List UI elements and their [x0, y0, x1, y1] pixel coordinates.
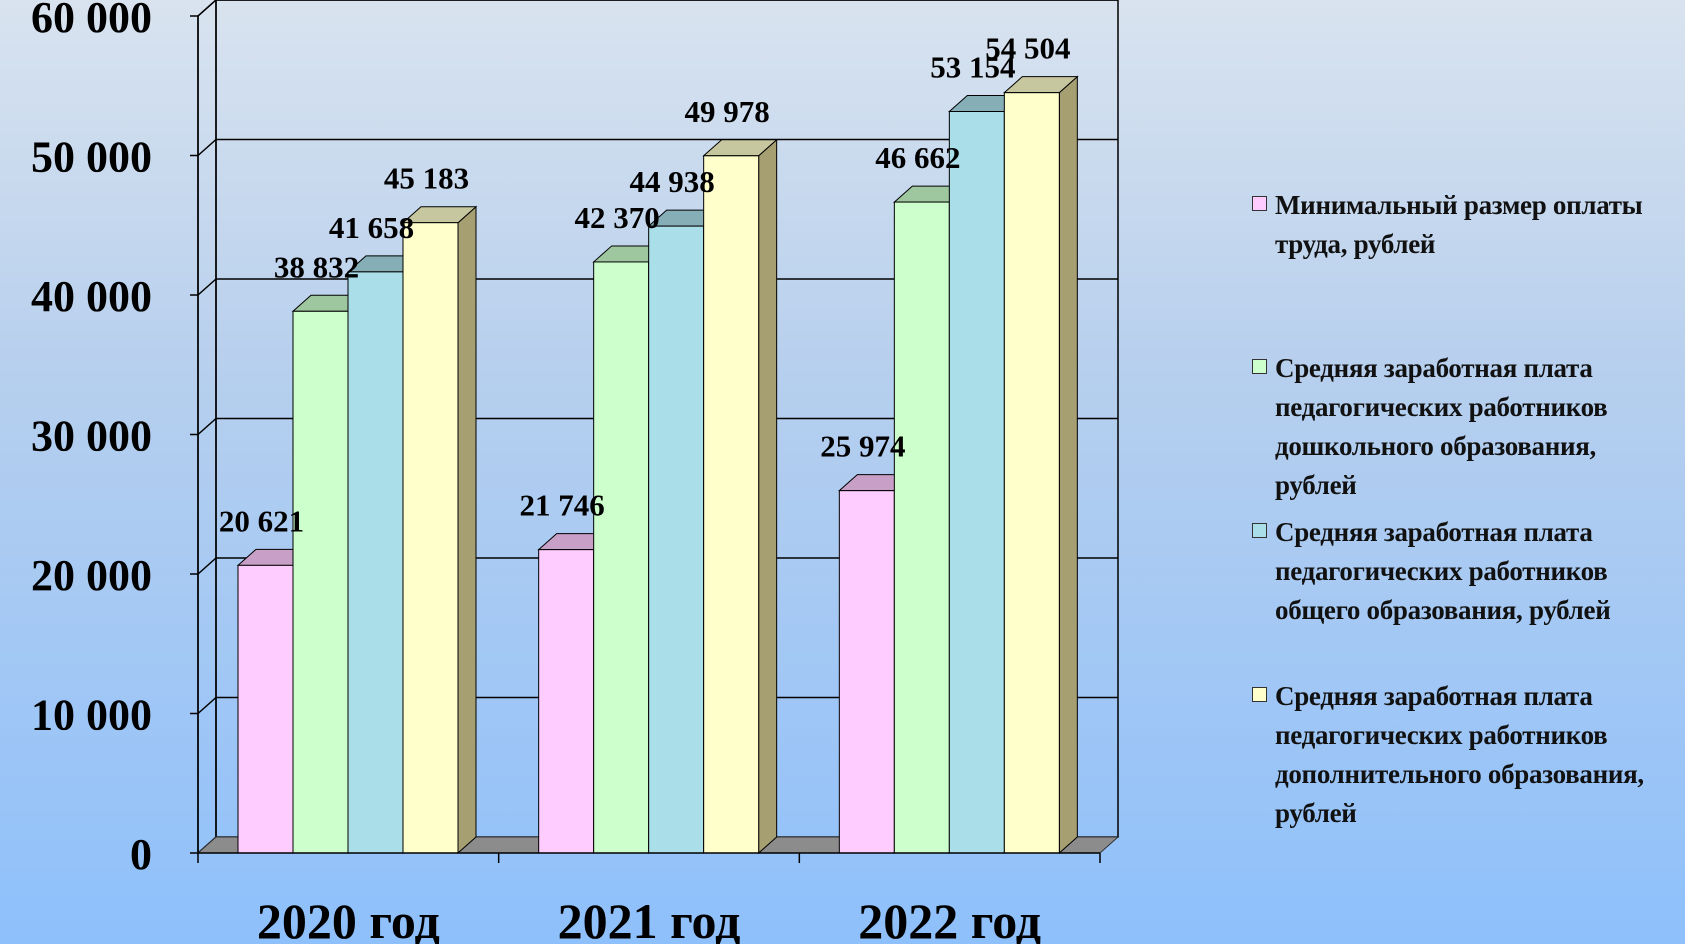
- bar-side: [457, 205, 477, 855]
- x-axis: 2020 год 2021 год 2022 год: [197, 852, 1101, 944]
- bar-front: [648, 225, 705, 854]
- bar-front: [538, 549, 595, 854]
- bar-front: [593, 261, 650, 854]
- data-label: 45 183: [384, 161, 469, 196]
- y-tick-label: 20 000: [31, 551, 152, 600]
- gridline-side: [197, 278, 217, 296]
- legend-swatch: [1252, 196, 1267, 211]
- y-tick-label: 10 000: [31, 691, 152, 740]
- bar-front: [347, 271, 404, 854]
- y-tick-label: 30 000: [31, 412, 152, 461]
- y-tick-label: 0: [130, 830, 152, 879]
- y-tick-label: 40 000: [31, 272, 152, 321]
- bar-front: [292, 310, 349, 854]
- bar-front: [402, 222, 459, 854]
- data-label: 53 154: [930, 50, 1015, 85]
- data-label: 42 370: [575, 200, 660, 235]
- y-tick-label: 60 000: [31, 0, 152, 42]
- y-tick-label: 50 000: [31, 133, 152, 182]
- bar-front: [838, 490, 895, 854]
- legend-item-preschool-salary: Средняя заработная плата педагогических …: [1252, 349, 1675, 505]
- data-label: 25 974: [820, 429, 905, 464]
- data-label: 44 938: [630, 164, 715, 199]
- data-label: 20 621: [219, 503, 304, 538]
- legend-item-minimum-wage: Минимальный размер оплаты труда, рублей: [1252, 186, 1675, 264]
- x-tick-label: 2021 год: [558, 893, 741, 944]
- legend-label: Минимальный размер оплаты труда, рублей: [1275, 190, 1643, 259]
- data-label: 46 662: [875, 140, 960, 175]
- x-tick-label: 2020 год: [257, 893, 440, 944]
- gridline-side: [197, 0, 217, 17]
- bar-front: [948, 111, 1005, 854]
- gridline-side: [197, 696, 217, 715]
- legend-label: Средняя заработная плата педагогических …: [1275, 517, 1611, 625]
- bar-side: [758, 138, 778, 855]
- legend-item-general-salary: Средняя заработная плата педагогических …: [1252, 513, 1675, 630]
- bar-front: [237, 564, 294, 854]
- y-axis: 0 10 000 20 000 30 000 40 000 50 000 60 000: [31, 0, 199, 879]
- gridline-side: [197, 138, 217, 157]
- legend-label: Средняя заработная плата педагогических …: [1275, 353, 1608, 500]
- legend-label: Средняя заработная плата педагогических …: [1275, 681, 1644, 828]
- data-label: 54 504: [985, 31, 1070, 66]
- bar: [401, 205, 478, 855]
- bars: [236, 75, 1079, 855]
- data-label: 21 746: [520, 488, 605, 523]
- bar-front: [1003, 92, 1060, 854]
- bar-front: [703, 155, 760, 854]
- bar-front: [893, 201, 950, 854]
- legend-item-additional-salary: Средняя заработная плата педагогических …: [1252, 677, 1675, 833]
- gridline-side: [197, 417, 217, 436]
- legend-swatch: [1252, 359, 1267, 374]
- bar: [702, 138, 778, 855]
- bar: [1003, 75, 1079, 855]
- legend-swatch: [1252, 687, 1267, 702]
- legend-swatch: [1252, 523, 1267, 538]
- gridline-side: [197, 557, 217, 575]
- x-tick-label: 2022 год: [858, 893, 1041, 944]
- data-label: 49 978: [685, 94, 770, 129]
- data-label: 38 832: [274, 249, 359, 284]
- data-label: 41 658: [329, 210, 414, 245]
- bar-side: [1058, 75, 1078, 855]
